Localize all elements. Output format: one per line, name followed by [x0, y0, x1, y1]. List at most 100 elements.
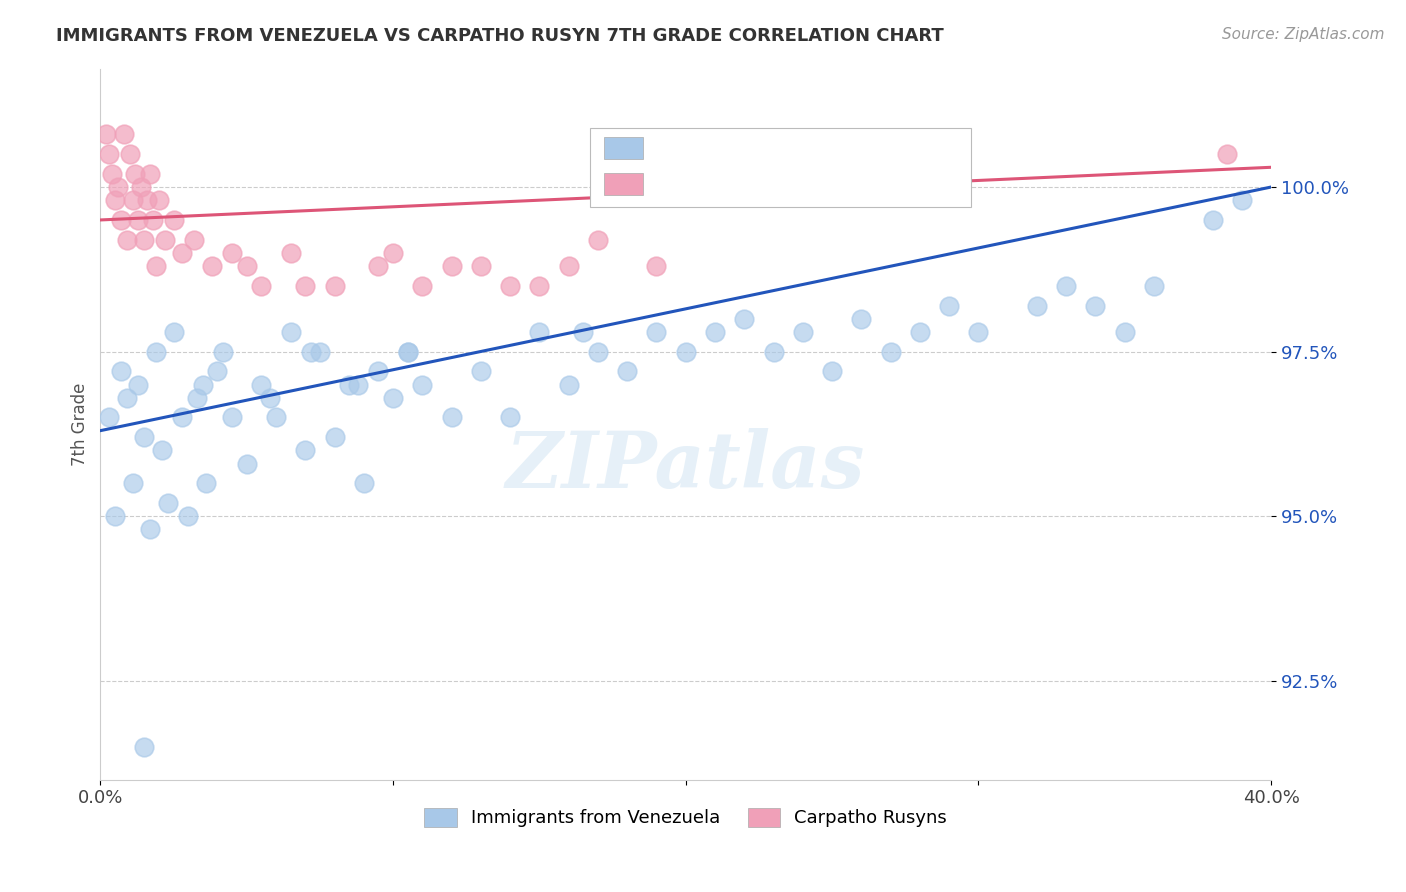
- Point: [177, 509, 200, 524]
- Point: [879, 344, 901, 359]
- Point: [382, 391, 405, 405]
- Point: [110, 213, 132, 227]
- Point: [250, 377, 273, 392]
- Point: [557, 259, 579, 273]
- Point: [145, 259, 167, 273]
- Point: [821, 364, 844, 378]
- Legend: Immigrants from Venezuela, Carpatho Rusyns: Immigrants from Venezuela, Carpatho Rusy…: [418, 801, 955, 835]
- Point: [235, 259, 257, 273]
- Point: [762, 344, 785, 359]
- Text: R = 0.276: R = 0.276: [652, 173, 766, 194]
- Point: [139, 523, 162, 537]
- Point: [153, 233, 176, 247]
- Point: [139, 167, 162, 181]
- Point: [323, 278, 346, 293]
- Point: [127, 213, 149, 227]
- Point: [529, 325, 551, 339]
- Point: [367, 259, 389, 273]
- Point: [127, 377, 149, 392]
- Point: [250, 278, 273, 293]
- Point: [1230, 193, 1253, 207]
- Point: [98, 147, 121, 161]
- Point: [280, 245, 302, 260]
- Point: [172, 410, 194, 425]
- Point: [121, 476, 143, 491]
- Point: [121, 193, 143, 207]
- Point: [353, 476, 375, 491]
- Point: [150, 443, 173, 458]
- Point: [337, 377, 360, 392]
- Point: [104, 509, 127, 524]
- Point: [704, 325, 727, 339]
- Point: [156, 496, 179, 510]
- Point: [162, 325, 184, 339]
- Point: [131, 180, 153, 194]
- Point: [172, 245, 194, 260]
- Point: [191, 377, 214, 392]
- Point: [396, 344, 419, 359]
- Point: [440, 410, 463, 425]
- Point: [440, 259, 463, 273]
- Point: [107, 180, 129, 194]
- Text: N = 41: N = 41: [835, 173, 914, 194]
- Y-axis label: 7th Grade: 7th Grade: [72, 383, 89, 466]
- Point: [792, 325, 814, 339]
- Point: [499, 278, 522, 293]
- Point: [851, 311, 873, 326]
- Point: [411, 377, 433, 392]
- Point: [124, 167, 146, 181]
- Point: [908, 325, 931, 339]
- Point: [96, 128, 118, 142]
- Point: [572, 325, 595, 339]
- Point: [134, 430, 156, 444]
- Point: [938, 299, 960, 313]
- Point: [586, 344, 609, 359]
- Point: [470, 364, 492, 378]
- Point: [645, 325, 668, 339]
- Point: [1201, 213, 1223, 227]
- Point: [259, 391, 281, 405]
- Point: [118, 147, 141, 161]
- Point: [382, 245, 405, 260]
- Point: [200, 259, 222, 273]
- Point: [1114, 325, 1136, 339]
- Point: [294, 443, 316, 458]
- Point: [134, 739, 156, 754]
- Point: [294, 278, 316, 293]
- Point: [207, 364, 229, 378]
- Point: [967, 325, 990, 339]
- Point: [194, 476, 217, 491]
- Text: R = 0.385: R = 0.385: [652, 137, 766, 158]
- Point: [675, 344, 697, 359]
- Point: [280, 325, 302, 339]
- Point: [115, 391, 138, 405]
- Point: [1084, 299, 1107, 313]
- Text: N = 65: N = 65: [835, 137, 914, 158]
- Point: [347, 377, 370, 392]
- Point: [470, 259, 492, 273]
- Text: IMMIGRANTS FROM VENEZUELA VS CARPATHO RUSYN 7TH GRADE CORRELATION CHART: IMMIGRANTS FROM VENEZUELA VS CARPATHO RU…: [56, 27, 943, 45]
- Point: [136, 193, 159, 207]
- Point: [101, 167, 124, 181]
- Point: [112, 128, 135, 142]
- Point: [309, 344, 332, 359]
- Point: [367, 364, 389, 378]
- Point: [1054, 278, 1077, 293]
- Point: [529, 278, 551, 293]
- Point: [142, 213, 165, 227]
- Point: [1216, 147, 1239, 161]
- Point: [586, 233, 609, 247]
- Point: [411, 278, 433, 293]
- Point: [148, 193, 170, 207]
- Point: [396, 344, 419, 359]
- Point: [134, 233, 156, 247]
- Point: [212, 344, 235, 359]
- Point: [221, 410, 243, 425]
- Point: [323, 430, 346, 444]
- Point: [221, 245, 243, 260]
- Point: [98, 410, 121, 425]
- Point: [499, 410, 522, 425]
- Point: [299, 344, 322, 359]
- Point: [162, 213, 184, 227]
- Point: [616, 364, 638, 378]
